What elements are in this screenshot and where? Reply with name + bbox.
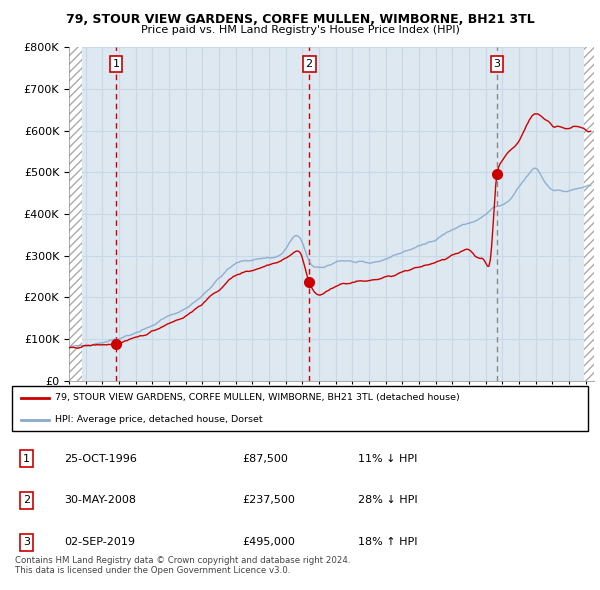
Text: 3: 3	[493, 59, 500, 69]
Text: 02-SEP-2019: 02-SEP-2019	[64, 537, 135, 548]
Text: 1: 1	[23, 454, 30, 464]
Text: £87,500: £87,500	[242, 454, 288, 464]
FancyBboxPatch shape	[12, 386, 588, 431]
Text: 30-MAY-2008: 30-MAY-2008	[64, 496, 136, 506]
Text: 2: 2	[23, 496, 30, 506]
Text: 28% ↓ HPI: 28% ↓ HPI	[358, 496, 417, 506]
Text: 2: 2	[305, 59, 313, 69]
Text: 3: 3	[23, 537, 30, 548]
Text: £495,000: £495,000	[242, 537, 295, 548]
Text: Price paid vs. HM Land Registry's House Price Index (HPI): Price paid vs. HM Land Registry's House …	[140, 25, 460, 35]
Text: 79, STOUR VIEW GARDENS, CORFE MULLEN, WIMBORNE, BH21 3TL: 79, STOUR VIEW GARDENS, CORFE MULLEN, WI…	[65, 13, 535, 26]
Text: 18% ↑ HPI: 18% ↑ HPI	[358, 537, 417, 548]
Text: 25-OCT-1996: 25-OCT-1996	[64, 454, 137, 464]
Text: Contains HM Land Registry data © Crown copyright and database right 2024.
This d: Contains HM Land Registry data © Crown c…	[15, 556, 350, 575]
Text: HPI: Average price, detached house, Dorset: HPI: Average price, detached house, Dors…	[55, 415, 263, 424]
Text: 79, STOUR VIEW GARDENS, CORFE MULLEN, WIMBORNE, BH21 3TL (detached house): 79, STOUR VIEW GARDENS, CORFE MULLEN, WI…	[55, 393, 460, 402]
Text: 11% ↓ HPI: 11% ↓ HPI	[358, 454, 417, 464]
Text: 1: 1	[113, 59, 119, 69]
Text: £237,500: £237,500	[242, 496, 295, 506]
